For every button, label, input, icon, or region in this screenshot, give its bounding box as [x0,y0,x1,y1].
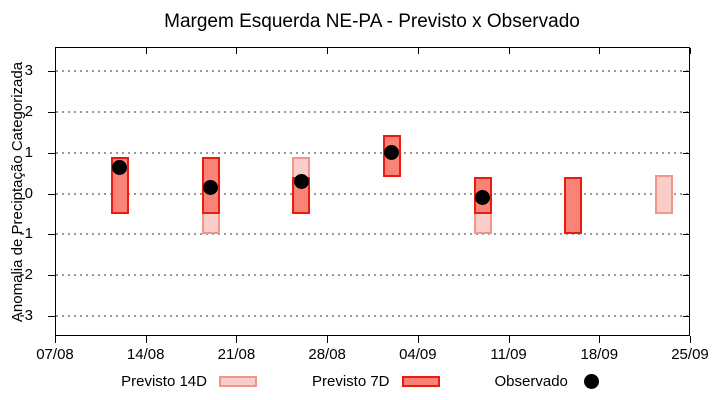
legend-label-previsto-14d: Previsto 14D [121,372,207,390]
y-tick-left [48,193,55,195]
y-tick-label: 1 [24,143,33,161]
legend-item-previsto-14d: Previsto 14D [121,373,257,390]
y-tick-right [683,71,689,73]
y-tick-label: -1 [19,225,33,243]
legend: Previsto 14D Previsto 7D Observado [0,367,720,395]
x-tick-label: 07/08 [36,346,74,363]
x-tick-bottom [690,336,691,343]
y-tick-label: -3 [19,306,33,324]
x-tick-top [690,48,691,54]
x-tick-label: 11/09 [490,346,527,363]
x-tick-label: 04/09 [399,346,437,363]
x-tick-label: 21/08 [217,346,256,363]
observado-dot-icon [583,373,599,389]
x-tick-label: 28/08 [308,346,346,363]
x-tick-bottom [599,336,601,343]
gridline-y0 [56,192,689,195]
y-tick-left [48,152,55,154]
x-tick-top [55,48,56,54]
observado-dot [203,179,218,195]
y-tick-label: 2 [24,103,33,121]
previsto-7d-swatch-icon [401,375,440,387]
y-tick-label: 0 [24,184,33,202]
y-tick-left [48,274,55,276]
x-tick-top [599,48,601,54]
gridline-y3 [56,70,689,73]
y-tick-right [683,315,689,317]
x-tick-top [327,48,329,54]
previsto-7d-bar [564,177,583,235]
x-tick-top [417,48,419,54]
observado-dot [293,173,309,189]
y-tick-left [48,112,55,114]
legend-label-observado: Observado [494,372,568,390]
x-tick-label: 18/09 [580,346,619,363]
x-tick-bottom [417,336,419,343]
x-tick-top [145,48,147,54]
x-tick-top [236,48,238,54]
observado-dot [475,190,491,206]
legend-item-observado: Observado [495,373,599,390]
gridline-y-3 [56,314,689,317]
plot-area [55,47,690,336]
x-tick-bottom [236,336,238,343]
legend-label-previsto-7d: Previsto 7D [311,372,390,390]
x-tick-bottom [145,336,147,343]
y-tick-left [48,234,55,236]
gridline-y-1 [56,233,689,236]
y-tick-left [48,71,55,73]
y-tick-left [48,315,55,317]
chart-title: Margem Esquerda NE-PA - Previsto x Obser… [164,11,580,32]
legend-item-previsto-7d: Previsto 7D [312,373,440,390]
x-tick-bottom [55,336,56,343]
x-tick-label: 25/09 [671,346,709,363]
x-tick-bottom [508,336,510,343]
observado-dot [384,145,400,161]
gridline-y2 [56,111,689,114]
y-tick-right [683,234,689,236]
x-tick-top [508,48,510,54]
y-tick-right [683,274,689,276]
previsto-14d-swatch-icon [218,375,257,387]
gridline-y-2 [56,273,689,276]
y-tick-label: 3 [24,62,33,80]
y-tick-right [683,193,689,195]
previsto-14d-bar [655,175,674,214]
y-tick-right [683,112,689,114]
y-tick-right [683,152,689,154]
gridline-y1 [56,151,689,154]
y-tick-label: -2 [19,265,33,283]
x-tick-label: 14/08 [126,346,165,363]
observado-dot [112,159,128,175]
x-tick-bottom [327,336,329,343]
